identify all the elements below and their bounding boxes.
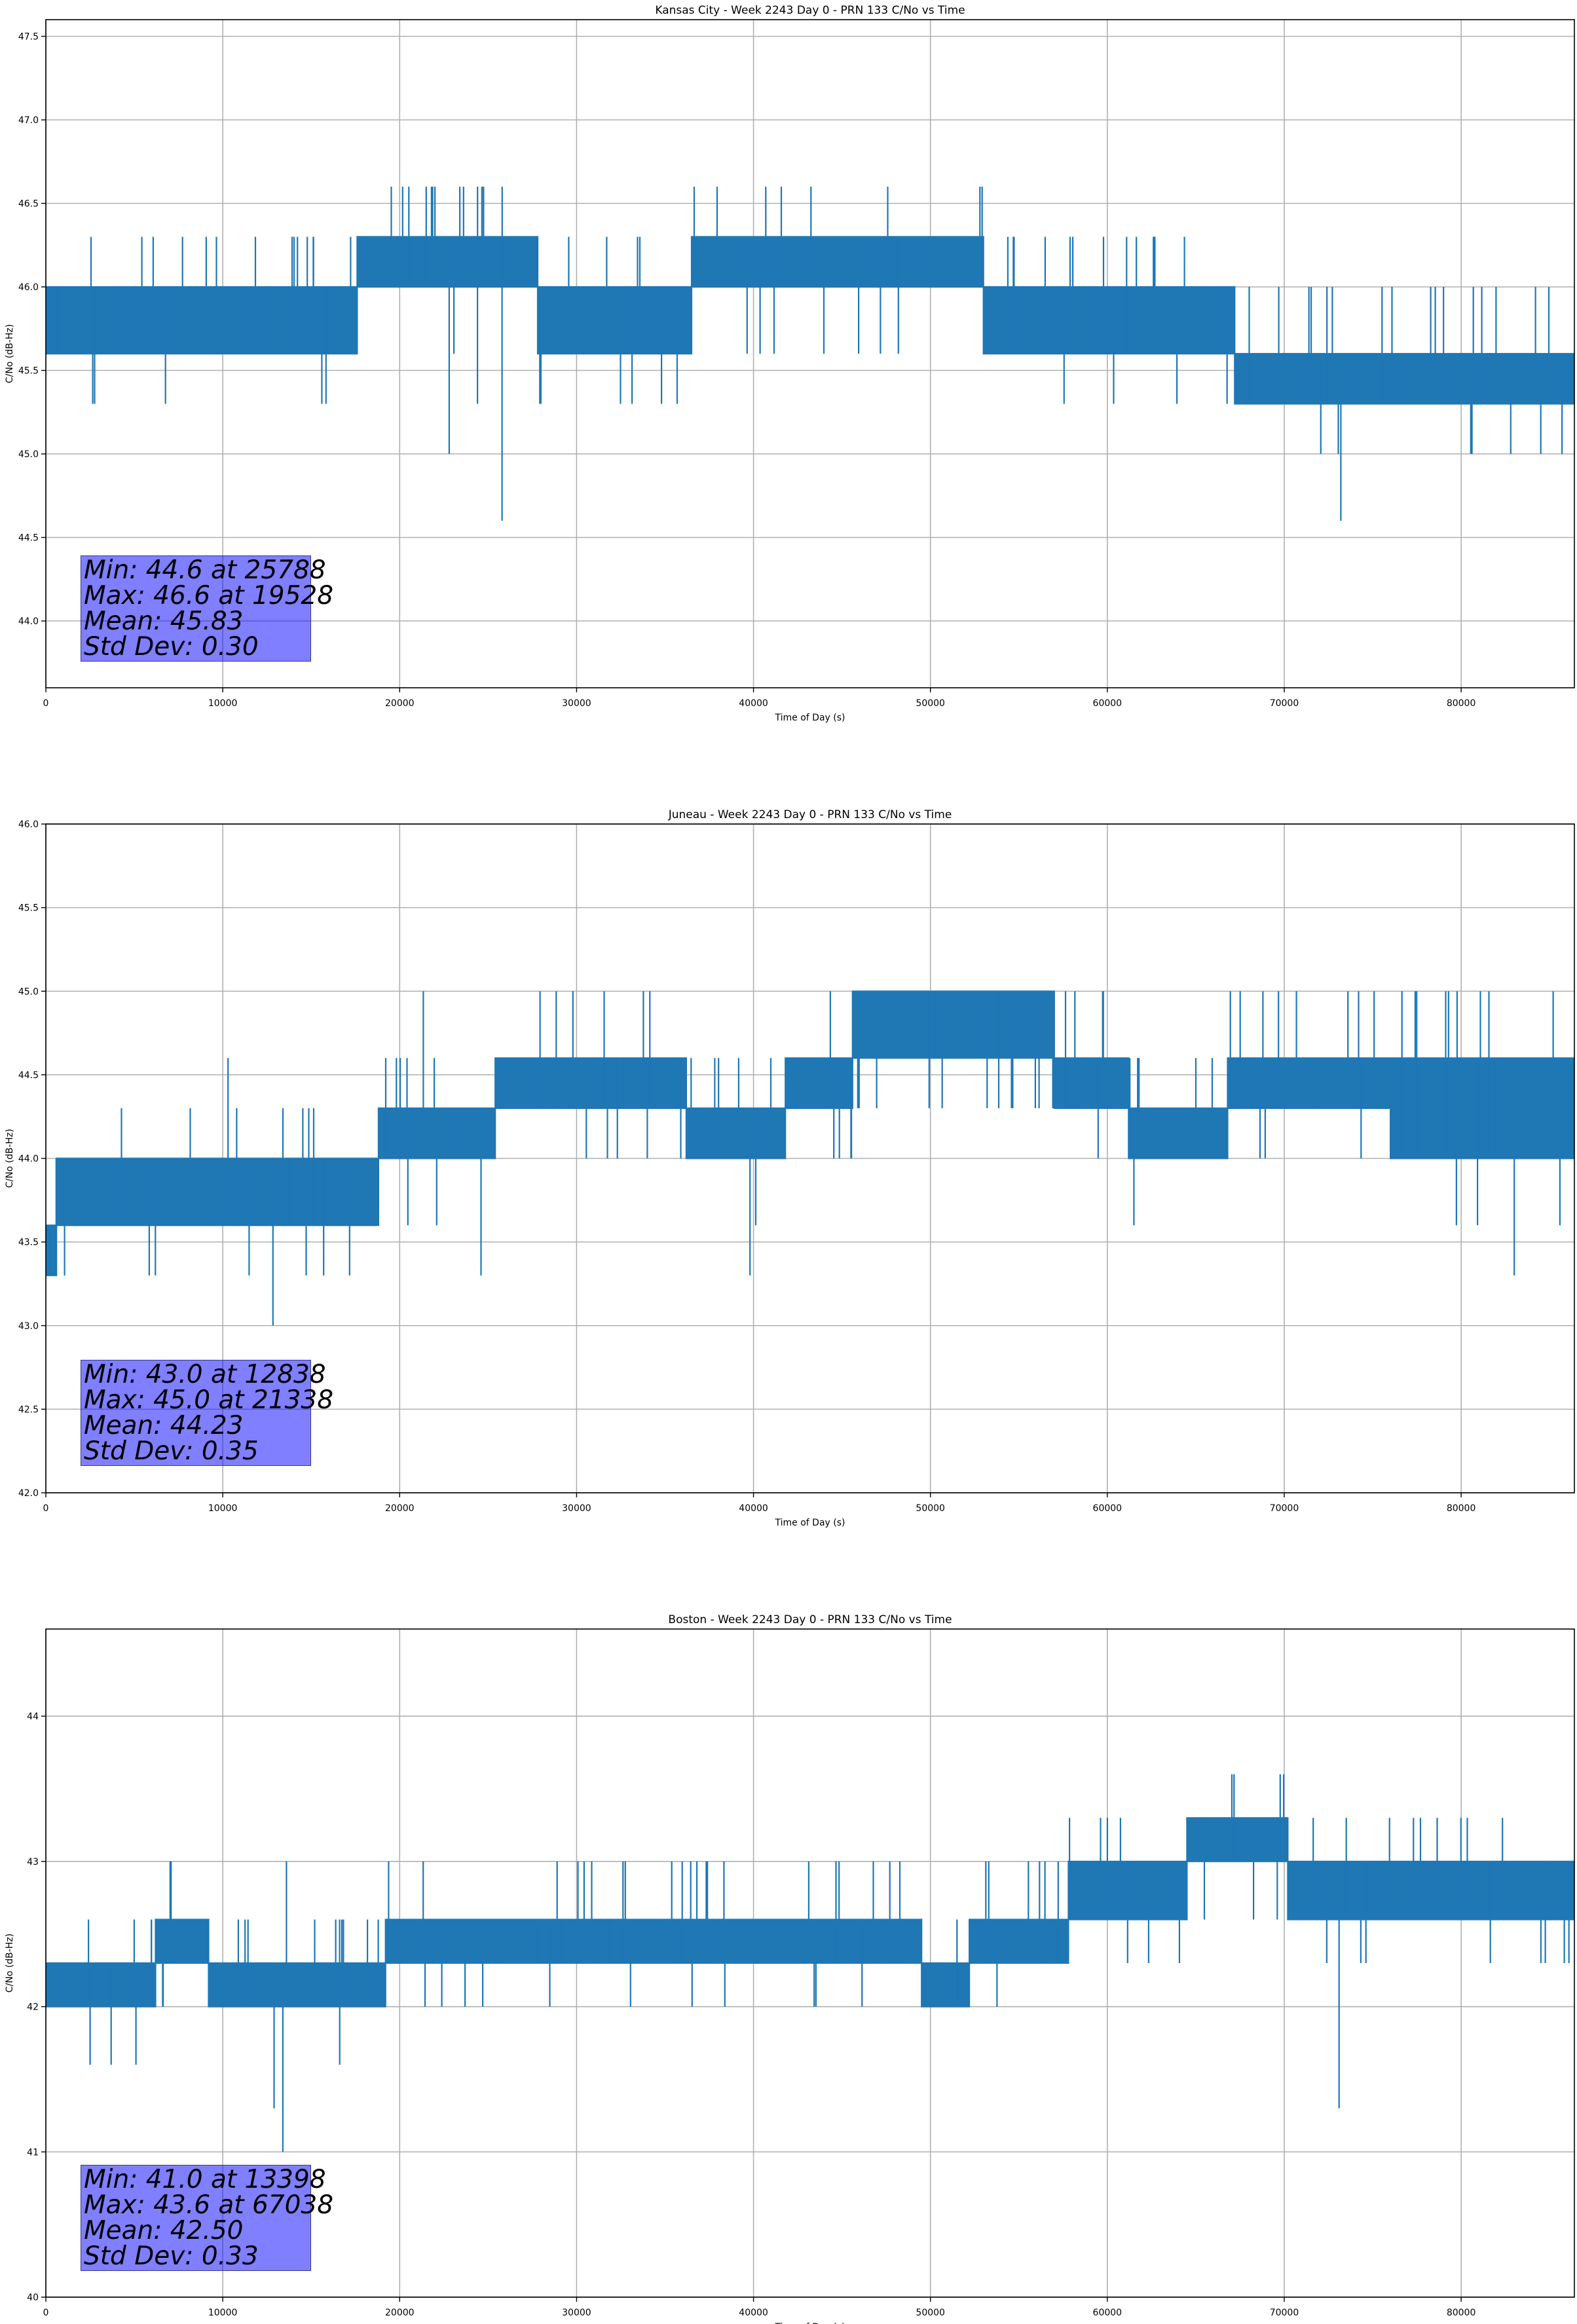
y-tick-label: 47.0 <box>18 115 39 126</box>
plot-frame <box>45 823 1575 1493</box>
stats-line: Mean: 42.50 <box>84 2216 244 2245</box>
x-tick-label: 40000 <box>739 1503 768 1514</box>
stats-line: Std Dev: 0.35 <box>84 1436 259 1466</box>
y-tick-label: 44.5 <box>18 533 39 544</box>
x-tick-label: 40000 <box>739 698 768 709</box>
y-tick-label: 42.5 <box>18 1404 39 1415</box>
y-tick-label: 42.0 <box>18 1488 39 1499</box>
x-tick-label: 50000 <box>916 1503 945 1514</box>
y-tick-label: 46.0 <box>18 819 39 830</box>
x-tick-label: 50000 <box>916 698 945 709</box>
chart-panel-0: 0 10000 20000 30000 40000 50000 60000 70000 8000… <box>5 4 1575 723</box>
x-axis-label: Time of Day (s) <box>775 1518 845 1528</box>
x-tick-label: 80000 <box>1447 698 1476 709</box>
y-tick-label: 47.5 <box>18 32 39 43</box>
y-tick-label: 43.0 <box>18 1321 39 1332</box>
stats-box: Min: 43.0 at 12838 Max: 45.0 at 21338 Mean… <box>81 1360 334 1466</box>
y-axis-label: C/No (dB-Hz) <box>5 1129 15 1188</box>
plot-frame <box>45 1628 1575 2298</box>
plot-frame <box>45 19 1575 688</box>
chart-title: Juneau - Week 2243 Day 0 - PRN 133 C/No … <box>668 808 952 821</box>
stats-line: Mean: 45.83 <box>84 607 244 636</box>
x-axis-label: Time of Day (s) <box>775 713 845 723</box>
x-tick-label: 60000 <box>1093 2308 1122 2318</box>
y-tick-label: 40 <box>27 2293 39 2303</box>
chart-panel-1: 0 10000 20000 30000 40000 50000 60000 70000 8000… <box>5 808 1575 1528</box>
stats-line: Min: 41.0 at 13398 <box>84 2165 326 2194</box>
x-tick-label: 10000 <box>208 2308 238 2318</box>
series-line <box>46 1774 1574 2152</box>
y-tick-label: 43.5 <box>18 1237 39 1248</box>
x-tick-label: 10000 <box>208 698 238 709</box>
stats-line: Max: 46.6 at 19528 <box>84 581 334 610</box>
x-tick-label: 60000 <box>1093 698 1122 709</box>
x-tick-label: 60000 <box>1093 1503 1122 1514</box>
y-tick-label: 44.5 <box>18 1070 39 1081</box>
series-line <box>46 187 1574 521</box>
x-tick-label: 70000 <box>1270 698 1299 709</box>
chart-title: Boston - Week 2243 Day 0 - PRN 133 C/No … <box>668 1613 952 1626</box>
x-axis-label: Time of Day (s) <box>775 2322 845 2324</box>
y-tick-label: 41 <box>27 2147 39 2158</box>
y-tick-label: 46.5 <box>18 199 39 210</box>
x-tick-label: 30000 <box>562 698 591 709</box>
y-axis-label: C/No (dB-Hz) <box>5 1934 15 1993</box>
y-axis-label: C/No (dB-Hz) <box>5 324 15 383</box>
stats-line: Max: 43.6 at 67038 <box>84 2190 334 2220</box>
x-tick-label: 20000 <box>385 1503 415 1514</box>
stats-line: Max: 45.0 at 21338 <box>84 1385 334 1415</box>
stats-line: Std Dev: 0.33 <box>84 2241 259 2271</box>
x-tick-label: 0 <box>43 2308 49 2318</box>
stats-box: Min: 41.0 at 13398 Max: 43.6 at 67038 Mean… <box>81 2165 334 2271</box>
chart-title: Kansas City - Week 2243 Day 0 - PRN 133 … <box>655 4 965 17</box>
y-tick-label: 45.5 <box>18 366 39 377</box>
x-tick-label: 20000 <box>385 698 415 709</box>
stats-line: Std Dev: 0.30 <box>84 632 259 662</box>
x-tick-label: 80000 <box>1447 1503 1476 1514</box>
x-tick-label: 80000 <box>1447 2308 1476 2318</box>
x-tick-label: 20000 <box>385 2308 415 2318</box>
stats-box: Min: 44.6 at 25788 Max: 46.6 at 19528 Mean… <box>81 555 334 662</box>
x-tick-label: 0 <box>43 698 49 709</box>
y-tick-label: 45.0 <box>18 986 39 997</box>
y-tick-label: 44.0 <box>18 616 39 627</box>
x-tick-label: 50000 <box>916 2308 945 2318</box>
y-tick-label: 46.0 <box>18 282 39 293</box>
stats-line: Mean: 44.23 <box>84 1411 244 1440</box>
y-tick-label: 44 <box>27 1712 39 1722</box>
x-tick-label: 70000 <box>1270 2308 1299 2318</box>
x-tick-label: 0 <box>43 1503 49 1514</box>
stats-line: Min: 43.0 at 12838 <box>84 1360 326 1389</box>
series-line <box>46 990 1574 1326</box>
y-tick-label: 44.0 <box>18 1154 39 1165</box>
y-tick-label: 45.5 <box>18 903 39 914</box>
y-tick-label: 42 <box>27 2002 39 2013</box>
x-tick-label: 30000 <box>562 1503 591 1514</box>
x-tick-label: 70000 <box>1270 1503 1299 1514</box>
y-tick-label: 45.0 <box>18 449 39 460</box>
x-tick-label: 30000 <box>562 2308 591 2318</box>
x-tick-label: 10000 <box>208 1503 238 1514</box>
x-tick-label: 40000 <box>739 2308 768 2318</box>
stats-line: Min: 44.6 at 25788 <box>84 555 326 585</box>
y-tick-label: 43 <box>27 1857 39 1867</box>
